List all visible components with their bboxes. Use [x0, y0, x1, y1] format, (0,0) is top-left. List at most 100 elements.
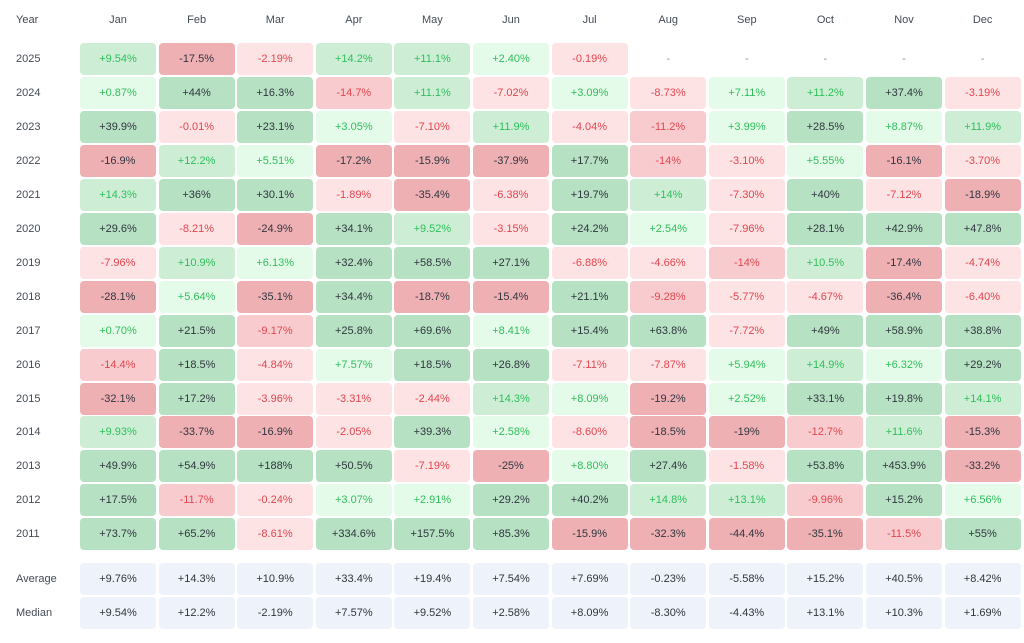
heatmap-cell: +49%	[787, 314, 864, 347]
heatmap-cell: -	[744, 53, 749, 65]
heatmap-cell: +21.1%	[551, 280, 628, 313]
heatmap-cell: -18.5%	[630, 416, 707, 449]
heatmap-cell: +73.7%	[80, 518, 156, 551]
heatmap-cell: +8.87%	[866, 110, 942, 143]
summary-cell: +8.42%	[944, 563, 1021, 595]
heatmap-cell: +5.64%	[158, 280, 235, 313]
heatmap-cell: +0.70%	[80, 314, 156, 347]
heatmap-cell: +11.6%	[866, 416, 942, 449]
heatmap-cell: +334.6%	[315, 518, 392, 551]
heatmap-cell: +19.7%	[551, 178, 628, 211]
heatmap-cell: -7.96%	[80, 246, 156, 279]
year-label: 2013	[16, 460, 41, 473]
heatmap-cell: +453.9%	[866, 450, 942, 483]
heatmap-cell: -36.4%	[866, 280, 942, 313]
summary-cell: +7.54%	[473, 563, 549, 595]
month-header: Jun	[502, 14, 520, 26]
heatmap-cell: +7.57%	[315, 348, 392, 381]
heatmap-cell: -	[666, 53, 671, 65]
heatmap-cell: +38.8%	[944, 314, 1021, 347]
heatmap-cell: -2.44%	[394, 382, 471, 415]
heatmap-cell: +11.1%	[394, 43, 471, 75]
heatmap-cell: +9.93%	[80, 416, 156, 449]
heatmap-cell: -1.58%	[708, 450, 785, 483]
heatmap-cell: -9.17%	[237, 314, 314, 347]
heatmap-cell: -15.3%	[944, 416, 1021, 449]
heatmap-cell: -7.11%	[551, 348, 628, 381]
year-label: 2011	[16, 528, 40, 541]
heatmap-cell: +65.2%	[158, 518, 235, 551]
heatmap-cell: +15.4%	[551, 314, 628, 347]
heatmap-cell: -7.10%	[394, 110, 471, 143]
heatmap-cell: -0.01%	[158, 110, 235, 143]
heatmap-cell: +63.8%	[630, 314, 707, 347]
heatmap-cell: +14.3%	[80, 178, 156, 211]
summary-cell: +9.54%	[80, 597, 156, 629]
heatmap-cell: -16.9%	[80, 144, 156, 177]
heatmap-cell: -7.72%	[708, 314, 785, 347]
heatmap-cell: -15.9%	[551, 518, 628, 551]
heatmap-cell: +14%	[630, 178, 707, 211]
heatmap-cell: -16.1%	[866, 144, 942, 177]
year-label: 2024	[16, 86, 41, 99]
heatmap-cell: +9.52%	[394, 212, 471, 245]
heatmap-cell: +188%	[237, 450, 314, 483]
heatmap-cell: -32.3%	[630, 518, 707, 551]
heatmap-cell: +23.1%	[237, 110, 314, 143]
heatmap-cell: -3.15%	[473, 212, 549, 245]
summary-cell: +12.2%	[158, 597, 235, 629]
month-header: Jul	[582, 14, 597, 26]
heatmap-cell: -33.2%	[944, 450, 1021, 483]
year-label: 2018	[16, 290, 41, 303]
heatmap-cell: +157.5%	[394, 518, 471, 551]
month-header: Nov	[894, 14, 914, 26]
heatmap-cell: -35.1%	[237, 280, 314, 313]
heatmap-cell: -15.9%	[394, 144, 471, 177]
heatmap-cell: +19.8%	[866, 382, 942, 415]
heatmap-cell: -19%	[708, 416, 785, 449]
month-header: Oct	[816, 14, 834, 26]
heatmap-cell: -12.7%	[787, 416, 864, 449]
heatmap-cell: -7.12%	[866, 178, 942, 211]
heatmap-cell: -1.89%	[315, 178, 392, 211]
year-label: 2023	[16, 120, 41, 133]
year-label: 2016	[16, 358, 41, 371]
month-header: Aug	[658, 14, 678, 26]
heatmap-cell: +36%	[158, 178, 235, 211]
month-header: Jan	[109, 14, 127, 26]
summary-cell: +15.2%	[787, 563, 864, 595]
heatmap-cell: +16.3%	[237, 76, 314, 109]
summary-cell: +14.3%	[158, 563, 235, 595]
year-label: 2012	[16, 494, 41, 507]
heatmap-cell: -9.96%	[787, 484, 864, 517]
summary-cell: +2.58%	[473, 597, 549, 629]
heatmap-cell: -3.96%	[237, 382, 314, 415]
heatmap-cell: +69.6%	[394, 314, 471, 347]
year-label: 2019	[16, 256, 41, 269]
heatmap-cell: -15.4%	[473, 280, 549, 313]
heatmap-cell: -14%	[630, 144, 707, 177]
heatmap-cell: +2.54%	[630, 212, 707, 245]
heatmap-cell: +49.9%	[80, 450, 156, 483]
heatmap-cell: +6.13%	[237, 246, 314, 279]
heatmap-cell: -14.4%	[80, 348, 156, 381]
summary-cell: +10.9%	[237, 563, 314, 595]
heatmap-cell: -7.19%	[394, 450, 471, 483]
month-header: Feb	[187, 14, 207, 26]
summary-cell: +8.09%	[551, 597, 628, 629]
heatmap-cell: -4.74%	[944, 246, 1021, 279]
heatmap-cell: +2.91%	[394, 484, 471, 517]
heatmap-cell: +47.8%	[944, 212, 1021, 245]
heatmap-cell: +58.5%	[394, 246, 471, 279]
summary-cell: +13.1%	[787, 597, 864, 629]
heatmap-cell: +12.2%	[158, 144, 235, 177]
year-label: 2020	[16, 222, 41, 235]
heatmap-cell: -17.4%	[866, 246, 942, 279]
heatmap-cell: +55%	[944, 518, 1021, 551]
summary-cell: +10.3%	[866, 597, 942, 629]
heatmap-cell: -9.28%	[630, 280, 707, 313]
heatmap-cell: +2.40%	[473, 43, 549, 75]
heatmap-cell: -	[980, 53, 985, 65]
heatmap-cell: -11.5%	[866, 518, 942, 551]
heatmap-cell: +11.2%	[787, 76, 864, 109]
